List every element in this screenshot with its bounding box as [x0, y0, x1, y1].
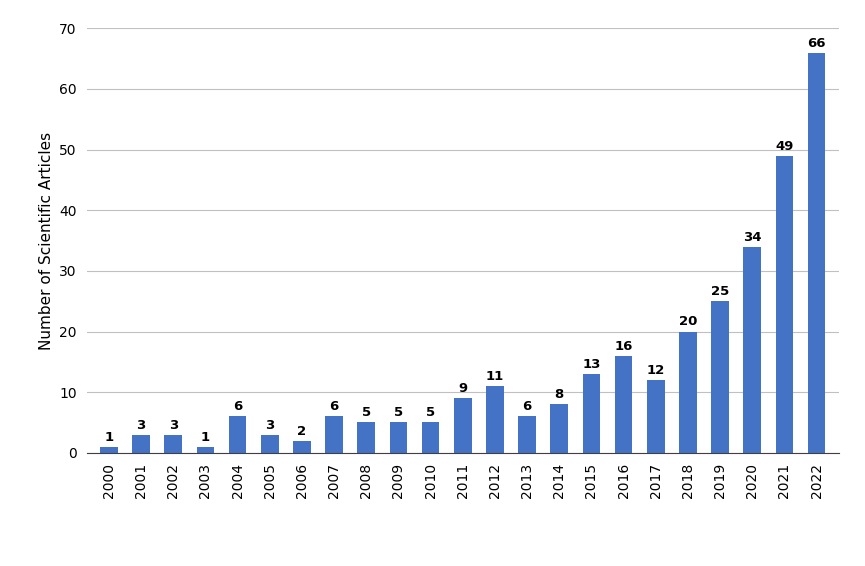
Bar: [486, 386, 503, 453]
Text: 34: 34: [743, 230, 761, 243]
Text: 13: 13: [582, 358, 600, 371]
Text: 5: 5: [426, 406, 435, 419]
Bar: [808, 53, 825, 453]
Text: 3: 3: [266, 419, 274, 432]
Text: 6: 6: [233, 400, 242, 413]
Bar: [582, 374, 600, 453]
Text: 5: 5: [362, 406, 371, 419]
Bar: [454, 398, 471, 453]
Text: 25: 25: [711, 285, 729, 298]
Bar: [132, 435, 150, 453]
Y-axis label: Number of Scientific Articles: Number of Scientific Articles: [39, 131, 54, 350]
Text: 3: 3: [169, 419, 178, 432]
Bar: [196, 447, 215, 453]
Bar: [389, 422, 407, 453]
Text: 12: 12: [647, 364, 665, 377]
Bar: [357, 422, 375, 453]
Text: 6: 6: [522, 400, 532, 413]
Text: 1: 1: [201, 431, 210, 444]
Text: 6: 6: [330, 400, 339, 413]
Bar: [776, 156, 793, 453]
Bar: [293, 441, 311, 453]
Bar: [164, 435, 183, 453]
Bar: [743, 247, 761, 453]
Bar: [615, 356, 632, 453]
Bar: [679, 332, 696, 453]
Text: 2: 2: [298, 424, 306, 438]
Bar: [550, 404, 568, 453]
Bar: [325, 417, 343, 453]
Text: 1: 1: [105, 431, 113, 444]
Bar: [518, 417, 536, 453]
Bar: [647, 380, 664, 453]
Text: 8: 8: [554, 388, 564, 401]
Bar: [229, 417, 247, 453]
Text: 11: 11: [486, 370, 504, 383]
Text: 66: 66: [807, 37, 826, 50]
Text: 3: 3: [137, 419, 146, 432]
Bar: [100, 447, 118, 453]
Bar: [422, 422, 439, 453]
Text: 49: 49: [775, 140, 793, 153]
Text: 20: 20: [679, 315, 697, 328]
Bar: [261, 435, 279, 453]
Text: 9: 9: [458, 382, 467, 395]
Text: 16: 16: [614, 340, 633, 353]
Text: 5: 5: [394, 406, 403, 419]
Bar: [711, 301, 729, 453]
